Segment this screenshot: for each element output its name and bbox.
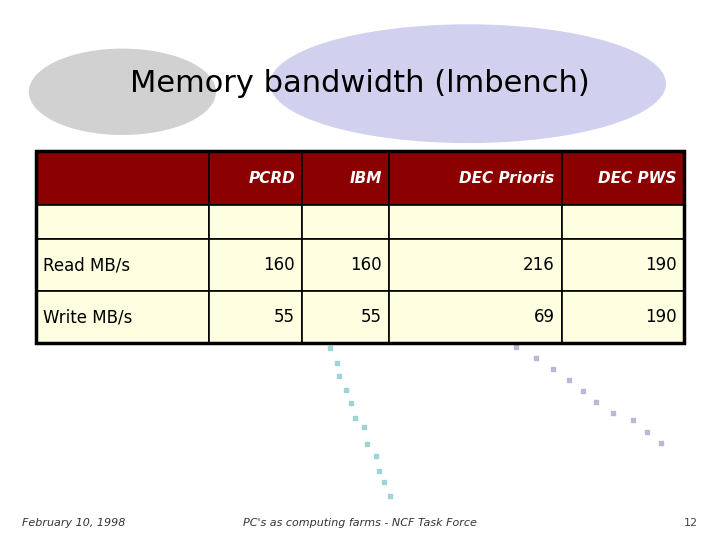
Point <box>331 359 343 368</box>
Text: Write MB/s: Write MB/s <box>43 308 132 326</box>
Text: February 10, 1998: February 10, 1998 <box>22 518 125 528</box>
Point <box>547 364 559 373</box>
Point <box>295 192 307 201</box>
Text: 160: 160 <box>350 256 382 274</box>
FancyBboxPatch shape <box>36 151 209 205</box>
Point <box>212 279 224 287</box>
Point <box>338 288 349 297</box>
Point <box>314 231 325 239</box>
FancyBboxPatch shape <box>562 291 684 343</box>
Point <box>540 281 552 289</box>
FancyBboxPatch shape <box>389 151 562 205</box>
Point <box>510 342 522 351</box>
Point <box>303 212 315 220</box>
FancyBboxPatch shape <box>302 291 389 343</box>
Text: 55: 55 <box>274 308 295 326</box>
Point <box>525 261 536 269</box>
Point <box>319 251 330 259</box>
Point <box>641 428 652 437</box>
Point <box>153 208 165 217</box>
Text: DEC PWS: DEC PWS <box>598 171 677 186</box>
FancyBboxPatch shape <box>389 239 562 291</box>
Point <box>373 467 384 475</box>
Text: 160: 160 <box>264 256 295 274</box>
FancyBboxPatch shape <box>209 291 302 343</box>
Text: 216: 216 <box>523 256 554 274</box>
Point <box>577 386 588 395</box>
Text: 12: 12 <box>684 518 698 528</box>
Text: PCRD: PCRD <box>248 171 295 186</box>
Point <box>515 236 526 245</box>
Ellipse shape <box>29 49 216 135</box>
FancyBboxPatch shape <box>389 291 562 343</box>
Point <box>189 252 200 260</box>
FancyBboxPatch shape <box>562 239 684 291</box>
FancyBboxPatch shape <box>302 239 389 291</box>
Point <box>483 191 495 200</box>
Text: 190: 190 <box>645 308 677 326</box>
Ellipse shape <box>270 24 666 143</box>
Text: DEC Prioris: DEC Prioris <box>459 171 554 186</box>
Point <box>175 237 186 246</box>
FancyBboxPatch shape <box>209 151 302 205</box>
Point <box>495 214 507 223</box>
FancyBboxPatch shape <box>562 205 684 239</box>
Point <box>607 409 618 417</box>
Text: Read MB/s: Read MB/s <box>43 256 130 274</box>
Point <box>379 477 390 486</box>
Point <box>327 271 338 279</box>
FancyBboxPatch shape <box>209 205 302 239</box>
Point <box>531 354 542 362</box>
Text: PC's as computing farms - NCF Task Force: PC's as computing farms - NCF Task Force <box>243 518 477 528</box>
Point <box>333 371 345 380</box>
Text: Memory bandwidth (lmbench): Memory bandwidth (lmbench) <box>130 69 590 98</box>
Point <box>563 376 575 384</box>
Text: 69: 69 <box>534 308 554 326</box>
FancyBboxPatch shape <box>562 151 684 205</box>
FancyBboxPatch shape <box>36 291 209 343</box>
Text: 190: 190 <box>645 256 677 274</box>
Text: 55: 55 <box>361 308 382 326</box>
Point <box>243 310 254 319</box>
Point <box>384 492 395 501</box>
Point <box>359 423 370 431</box>
Point <box>350 413 361 422</box>
Point <box>361 440 373 448</box>
FancyBboxPatch shape <box>36 239 209 291</box>
Point <box>139 194 150 202</box>
Point <box>627 416 639 424</box>
Point <box>346 399 357 407</box>
Point <box>370 451 382 460</box>
Point <box>356 326 368 335</box>
FancyBboxPatch shape <box>389 205 562 239</box>
Point <box>230 294 241 303</box>
Point <box>590 397 602 406</box>
FancyBboxPatch shape <box>302 205 389 239</box>
Point <box>166 223 177 232</box>
Text: IBM: IBM <box>349 171 382 186</box>
Point <box>346 305 357 314</box>
FancyBboxPatch shape <box>36 205 209 239</box>
Point <box>654 438 666 447</box>
FancyBboxPatch shape <box>209 239 302 291</box>
FancyBboxPatch shape <box>302 151 389 205</box>
Point <box>570 323 582 332</box>
Point <box>253 323 265 332</box>
Point <box>325 343 336 352</box>
Point <box>341 386 352 394</box>
Point <box>558 303 570 312</box>
Point <box>204 266 216 275</box>
